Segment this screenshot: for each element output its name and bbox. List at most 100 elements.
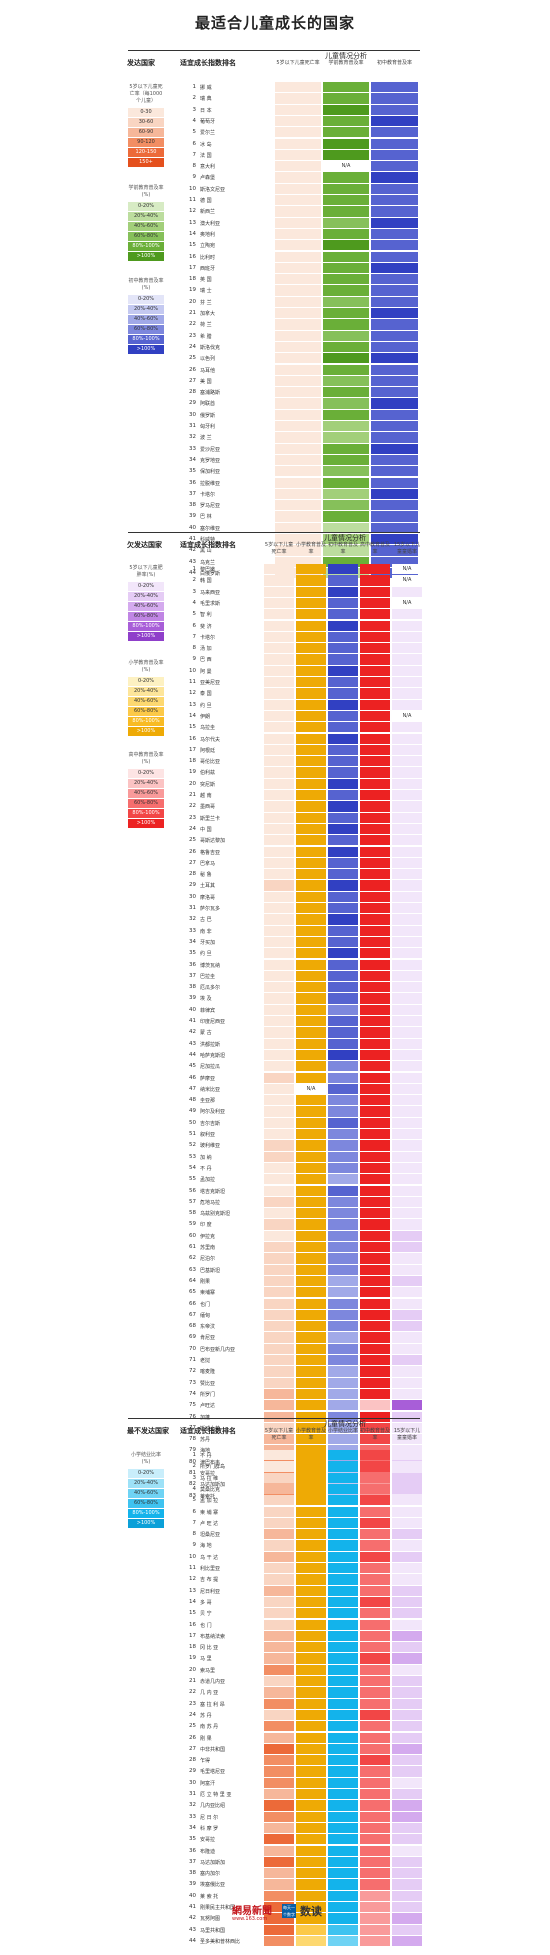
rank-number: 70: [189, 1345, 196, 1352]
country-name: 肯尼亚: [200, 1335, 216, 1342]
data-cell: [275, 500, 321, 511]
data-cell: [275, 149, 321, 161]
data-cell: [360, 710, 390, 722]
data-cell: [275, 251, 321, 262]
legend-swatch: 60%-80%: [128, 707, 164, 716]
rank-number: 4: [192, 117, 197, 124]
table-row: 17 西班牙: [0, 262, 550, 274]
data-cell: [392, 1721, 422, 1732]
data-cell: [328, 1162, 358, 1174]
data-cell: [328, 1117, 358, 1128]
country-name: 新西兰: [200, 209, 216, 216]
data-cell: [392, 1264, 422, 1275]
data-cell: [328, 677, 358, 688]
country-name: 尼日利亚: [200, 1588, 221, 1595]
country-name: 印度尼西亚: [200, 1019, 226, 1025]
data-cell: [360, 1811, 390, 1822]
country-name: 利比里亚: [200, 1566, 221, 1572]
data-cell: [275, 454, 321, 466]
section-label: 最不发达国家: [127, 1427, 169, 1435]
rank-number: 57: [189, 1198, 196, 1205]
data-cell: [392, 688, 422, 699]
data-cell: [296, 1355, 326, 1366]
rank-number: 18: [189, 1644, 196, 1651]
data-cell: [296, 1388, 326, 1400]
table-row: 23 塞 拉 利 昂: [0, 1698, 550, 1710]
rank-number: 43: [189, 558, 196, 565]
data-cell: [371, 387, 418, 398]
data-cell: [296, 1856, 326, 1868]
data-cell: [264, 1472, 294, 1483]
data-cell: [328, 857, 358, 869]
data-cell: [264, 744, 294, 756]
data-cell: [392, 1472, 422, 1483]
data-cell: [275, 443, 321, 454]
table-row: 13 约 旦: [0, 699, 550, 711]
country-name: 哥斯达黎加: [200, 838, 226, 845]
data-cell: [275, 488, 321, 500]
rank-number: 29: [189, 400, 196, 407]
data-cell: [264, 1834, 294, 1845]
data-cell: [296, 1174, 326, 1185]
country-name: 埃塞俄比亚: [200, 1882, 226, 1889]
country-name: 叙利亚: [200, 1132, 216, 1138]
rank-number: 9: [192, 656, 197, 663]
data-cell: [264, 993, 294, 1004]
table-row: 18 哥伦比亚: [0, 756, 550, 767]
country-name: 刚果民主共和国: [200, 1905, 236, 1911]
data-cell: [264, 1856, 294, 1868]
legend-swatch: 150+: [128, 158, 164, 167]
rank-number: 12: [189, 208, 196, 215]
data-cell: [392, 1574, 422, 1585]
data-cell: [328, 1174, 358, 1185]
column-header: 高中教育普及率: [360, 542, 391, 555]
data-cell: [360, 1196, 390, 1208]
data-cell: [296, 1061, 326, 1072]
data-cell: [296, 609, 326, 620]
rank-number: 28: [189, 389, 196, 396]
rank-number: 32: [189, 434, 196, 441]
rank-number: 33: [189, 927, 196, 934]
data-cell: [360, 767, 390, 778]
data-cell: [328, 880, 358, 891]
data-cell: [392, 1608, 422, 1619]
table-row: 32 几内亚比绍: [0, 1800, 550, 1811]
data-cell: [360, 1630, 390, 1642]
country-name: 葡萄牙: [200, 118, 216, 125]
rank-number: 47: [189, 1085, 196, 1092]
data-cell: [296, 1619, 326, 1630]
country-name: 乌拉圭: [200, 725, 216, 732]
data-cell: [371, 330, 418, 341]
country-name: 斯洛伐克: [200, 344, 221, 351]
rank-number: 3: [192, 106, 197, 113]
legend-swatch: 20%-40%: [128, 305, 164, 314]
data-cell: [296, 812, 326, 823]
data-cell: [296, 1540, 326, 1551]
data-cell: [296, 1242, 326, 1253]
country-name: 克罗地亚: [200, 457, 221, 464]
data-cell: [264, 1868, 294, 1879]
table-row: 16 也 门: [0, 1619, 550, 1631]
data-cell: [392, 1117, 422, 1128]
data-cell: [392, 1517, 422, 1529]
data-cell: [323, 443, 369, 454]
data-cell: [296, 1072, 326, 1083]
column-header: 15岁以下儿童童婚率: [393, 542, 421, 555]
data-cell: [264, 857, 294, 869]
data-cell: [264, 1743, 294, 1755]
country-name: 俄罗斯: [200, 412, 216, 419]
data-cell: [360, 914, 390, 925]
rank-number: 26: [189, 848, 196, 855]
rank-number: 37: [189, 490, 196, 497]
rank-number: 20: [189, 780, 196, 787]
country-name: 汤 加: [200, 646, 212, 653]
table-row: 27 中非共和国: [0, 1743, 550, 1755]
country-name: 安哥拉: [200, 1471, 216, 1477]
data-cell: [392, 1619, 422, 1630]
data-cell: [360, 903, 390, 914]
data-cell: [360, 1608, 390, 1619]
table-row: 74 所罗门: [0, 1388, 550, 1400]
data-cell: [264, 1332, 294, 1343]
country-name: 西班牙: [200, 265, 216, 272]
